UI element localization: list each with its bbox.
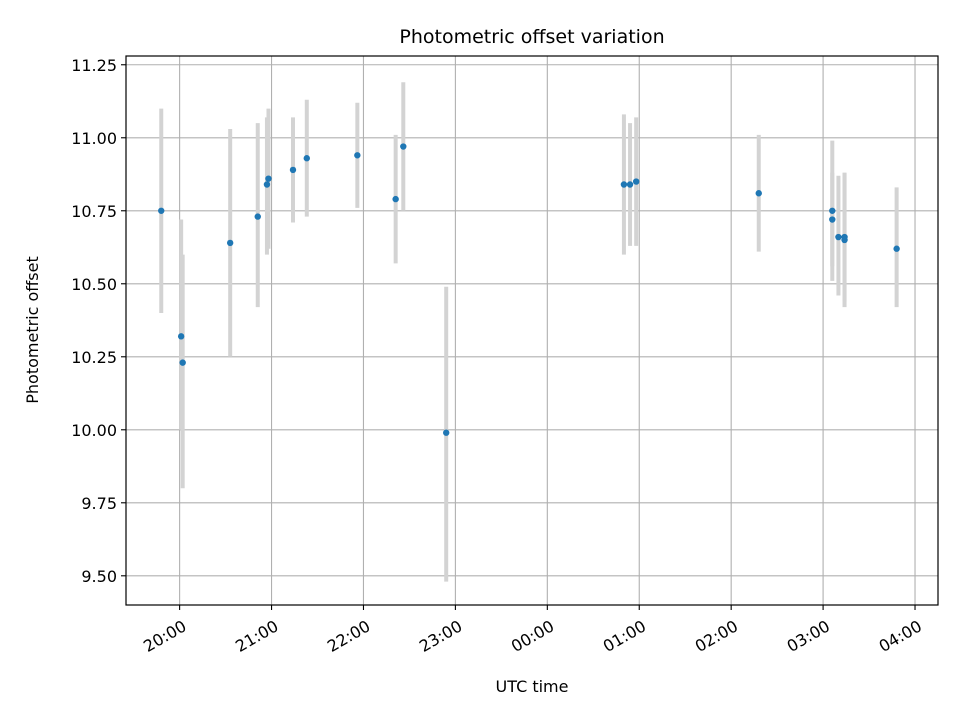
data-point	[632, 178, 640, 185]
data-point	[179, 359, 186, 366]
data-point	[829, 216, 836, 223]
chart-title: Photometric offset variation	[399, 26, 664, 48]
y-tick-label: 10.50	[71, 275, 117, 294]
y-tick-label: 11.25	[71, 56, 117, 75]
y-tick-label: 9.50	[81, 567, 117, 586]
x-axis-label: UTC time	[496, 677, 569, 696]
plot-area	[126, 56, 938, 605]
data-point	[226, 239, 234, 247]
y-tick-label: 10.00	[71, 421, 117, 440]
data-point	[158, 207, 165, 214]
data-point	[893, 245, 900, 252]
data-point	[829, 207, 836, 214]
y-tick-label: 10.25	[71, 348, 117, 367]
data-point	[177, 333, 185, 340]
data-point	[400, 143, 407, 150]
data-point	[841, 233, 848, 241]
y-tick-label: 11.00	[71, 129, 117, 148]
plot-frame	[125, 55, 939, 606]
data-point	[443, 429, 450, 436]
data-point	[254, 213, 261, 220]
data-point	[303, 155, 310, 162]
data-point	[392, 195, 399, 203]
y-tick-label: 10.75	[71, 202, 117, 221]
data-point	[265, 175, 272, 182]
data-points	[158, 143, 900, 436]
y-axis-label: Photometric offset	[23, 256, 42, 404]
grid-lines	[126, 56, 938, 605]
data-point	[755, 190, 762, 197]
data-point	[289, 166, 297, 174]
data-point	[354, 152, 361, 159]
data-point	[835, 233, 842, 241]
data-point	[620, 181, 628, 188]
data-point	[626, 181, 634, 188]
data-point	[263, 181, 271, 188]
y-tick-label: 9.75	[81, 494, 117, 513]
